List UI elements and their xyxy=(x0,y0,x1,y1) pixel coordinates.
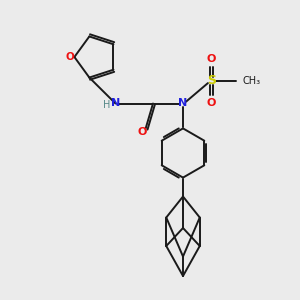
Text: O: O xyxy=(207,54,216,64)
Text: S: S xyxy=(207,74,216,88)
Text: H: H xyxy=(103,100,111,110)
Text: CH₃: CH₃ xyxy=(242,76,260,86)
Text: N: N xyxy=(178,98,188,108)
Text: O: O xyxy=(207,98,216,108)
Text: O: O xyxy=(137,127,147,137)
Text: N: N xyxy=(111,98,120,108)
Text: O: O xyxy=(65,52,74,62)
